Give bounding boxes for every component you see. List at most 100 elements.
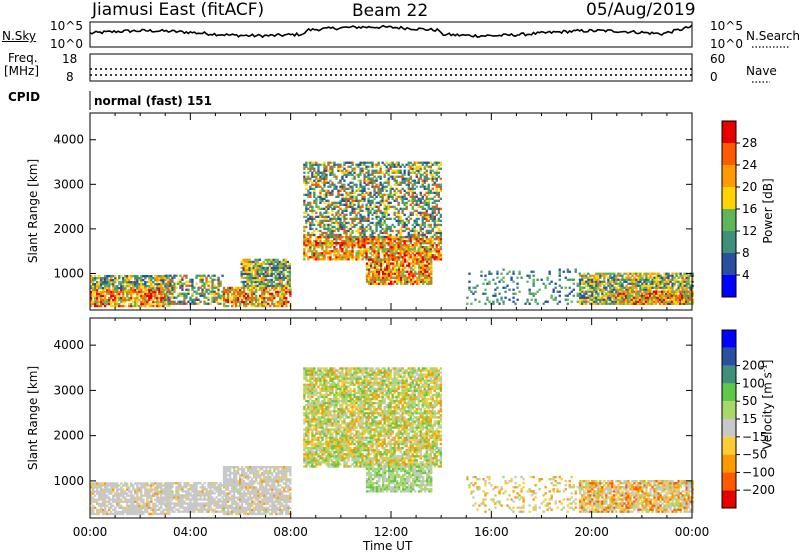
heatmap-cell bbox=[110, 294, 113, 298]
heatmap-cell bbox=[655, 272, 658, 275]
heatmap-cell bbox=[257, 298, 260, 302]
heatmap-cell bbox=[615, 292, 618, 295]
heatmap-cell bbox=[655, 288, 658, 291]
heatmap-cell bbox=[337, 250, 340, 253]
heatmap-cell bbox=[140, 300, 143, 304]
heatmap-cell bbox=[164, 300, 167, 304]
heatmap-cell bbox=[349, 233, 352, 237]
heatmap-cell bbox=[538, 288, 541, 291]
heatmap-cell bbox=[415, 252, 418, 255]
heatmap-cell bbox=[353, 197, 356, 201]
heatmap-cell bbox=[317, 163, 320, 166]
heatmap-cell bbox=[152, 287, 155, 290]
heatmap-cell bbox=[403, 197, 406, 201]
heatmap-cell bbox=[403, 171, 406, 174]
heatmap-cell bbox=[132, 283, 135, 286]
heatmap-cell bbox=[387, 205, 390, 209]
heatmap-cell bbox=[496, 298, 499, 301]
noise-panel bbox=[89, 21, 790, 48]
heatmap-cell bbox=[373, 169, 376, 172]
heatmap-cell bbox=[429, 244, 432, 247]
heatmap-cell bbox=[648, 300, 652, 303]
heatmap-cell bbox=[341, 244, 344, 247]
heatmap-cell bbox=[599, 290, 602, 293]
heatmap-cell bbox=[130, 287, 133, 290]
heatmap-cell bbox=[407, 189, 410, 193]
heatmap-cell bbox=[138, 287, 141, 290]
heatmap-cell bbox=[375, 240, 378, 243]
heatmap-cell bbox=[361, 252, 364, 255]
heatmap-cell bbox=[681, 300, 684, 303]
heatmap-cell bbox=[420, 260, 423, 263]
heatmap-cell bbox=[413, 242, 416, 245]
heatmap-cell bbox=[171, 288, 174, 291]
heatmap-cell bbox=[430, 274, 433, 277]
heatmap-cell bbox=[371, 169, 374, 172]
heatmap-cell bbox=[150, 283, 153, 286]
heatmap-cell bbox=[425, 171, 428, 174]
heatmap-cell bbox=[261, 302, 264, 306]
heatmap-cell bbox=[258, 282, 261, 286]
heatmap-cell bbox=[305, 219, 308, 223]
heatmap-cell bbox=[411, 250, 414, 253]
heatmap-cell bbox=[379, 248, 382, 251]
heatmap-cell bbox=[591, 286, 594, 289]
heatmap-cell bbox=[386, 270, 389, 273]
heatmap-cell bbox=[439, 231, 443, 235]
heatmap-cell bbox=[167, 302, 170, 305]
heatmap-cell bbox=[484, 278, 487, 281]
heatmap-cell bbox=[309, 244, 312, 247]
heatmap-cell bbox=[140, 277, 143, 280]
heatmap-cell bbox=[317, 169, 320, 172]
heatmap-cell bbox=[395, 242, 398, 245]
heatmap-cell bbox=[353, 215, 356, 219]
heatmap-cell bbox=[337, 217, 340, 221]
heatmap-cell bbox=[114, 275, 117, 278]
heatmap-cell bbox=[142, 287, 145, 290]
heatmap-cell bbox=[317, 236, 320, 239]
heatmap-cell bbox=[679, 282, 682, 285]
heatmap-cell bbox=[251, 290, 254, 294]
heatmap-cell bbox=[219, 284, 222, 287]
heatmap-cell bbox=[317, 195, 320, 199]
heatmap-cell bbox=[378, 280, 381, 283]
heatmap-cell bbox=[162, 304, 165, 308]
heatmap-cell bbox=[179, 282, 182, 285]
heatmap-cell bbox=[237, 286, 240, 290]
heatmap-cell bbox=[373, 282, 377, 285]
heatmap-cell bbox=[423, 213, 426, 217]
heatmap-cell bbox=[595, 298, 598, 301]
heatmap-cell bbox=[413, 256, 416, 259]
heatmap-cell bbox=[339, 187, 342, 191]
heatmap-cell bbox=[550, 280, 553, 283]
heatmap-cell bbox=[595, 296, 598, 299]
heatmap-cell bbox=[205, 276, 208, 279]
heatmap-cell bbox=[662, 302, 666, 305]
heatmap-cell bbox=[669, 288, 672, 291]
heatmap-cell bbox=[581, 288, 584, 291]
heatmap-cell bbox=[183, 294, 186, 297]
heatmap-cell bbox=[222, 302, 226, 306]
heatmap-cell bbox=[345, 175, 348, 178]
heatmap-cell bbox=[666, 300, 670, 303]
heatmap-cell bbox=[235, 286, 238, 290]
heatmap-cell bbox=[353, 191, 356, 195]
heatmap-cell bbox=[160, 285, 163, 288]
heatmap-cell bbox=[389, 195, 392, 199]
heatmap-cell bbox=[656, 294, 660, 297]
heatmap-cell bbox=[382, 272, 385, 275]
heatmap-cell bbox=[378, 272, 381, 275]
heatmap-cell bbox=[377, 163, 380, 166]
heatmap-cell bbox=[649, 298, 652, 301]
heatmap-cell bbox=[657, 282, 660, 285]
heatmap-cell bbox=[313, 254, 316, 257]
heatmap-cell bbox=[672, 296, 676, 299]
heatmap-cell bbox=[405, 244, 408, 247]
heatmap-cell bbox=[311, 227, 314, 231]
heatmap-cell bbox=[303, 175, 306, 178]
heatmap-cell bbox=[437, 223, 441, 227]
heatmap-cell bbox=[96, 510, 99, 514]
heatmap-cell bbox=[435, 231, 438, 235]
heatmap-cell bbox=[345, 195, 348, 199]
heatmap-cell bbox=[398, 258, 401, 261]
